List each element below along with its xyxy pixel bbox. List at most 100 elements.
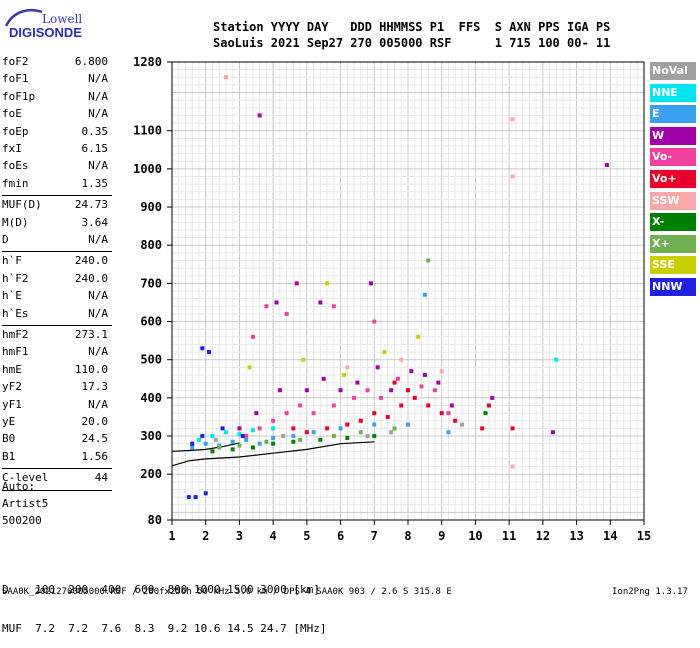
data-point-e [244, 437, 249, 442]
chart-points [186, 75, 609, 500]
param-value: 1.35 [81, 176, 109, 190]
data-point-noval [365, 434, 370, 439]
data-point-e [203, 441, 208, 446]
data-point-w [422, 372, 427, 377]
data-point-ssw [223, 75, 228, 80]
data-point-e [372, 422, 377, 427]
legend-item-x: X- [650, 213, 696, 232]
x-tick-label: 8 [404, 529, 411, 543]
param-label: foF1 [2, 72, 29, 86]
data-point-sse [341, 372, 346, 377]
param-label: yE [2, 415, 16, 428]
x-tick-label: 14 [603, 529, 617, 543]
data-point-ssw [439, 369, 444, 374]
data-point-w [490, 395, 495, 400]
param-row-b0: B0 24.5 [2, 432, 108, 450]
param-row-mufd: MUF(D) 24.73 [2, 198, 108, 216]
param-value: 240.0 [74, 271, 108, 285]
param-row-d: D N/A [2, 233, 108, 251]
data-point-x [298, 437, 303, 442]
data-point-w [304, 388, 309, 393]
data-point-vo [250, 334, 255, 339]
param-label: foE [2, 107, 22, 121]
data-point-w [338, 388, 343, 393]
data-point-vo [480, 426, 485, 431]
param-label: h`Es [2, 306, 29, 320]
param-row-foes: foEs N/A [2, 159, 108, 177]
param-value: N/A [88, 306, 108, 320]
data-point-vo [372, 411, 377, 416]
data-point-vo [244, 434, 249, 439]
param-row-hmf1: hmF1 N/A [2, 345, 108, 363]
x-tick-label: 15 [637, 529, 651, 543]
digisonde-logo: Lowell DIGISONDE [0, 0, 83, 50]
legend-item-nne: NNE [650, 83, 696, 102]
data-point-e [257, 441, 262, 446]
data-point-e [291, 434, 296, 439]
auto-artist: Artist5 [2, 497, 49, 510]
param-row-fof1: foF1 N/A [2, 72, 108, 90]
x-tick-label: 9 [438, 529, 445, 543]
param-row-fxi: fxI 6.15 [2, 142, 108, 160]
auto-code: 500200 [2, 514, 42, 527]
x-tick-label: 4 [270, 529, 277, 543]
param-separator [2, 468, 112, 470]
header-row1: Station YYYY DAY DDD HHMMSS P1 FFS S AXN… [213, 20, 611, 34]
y-tick-label: 200 [140, 467, 162, 481]
param-value: 20.0 [81, 415, 109, 428]
data-point-ssw [510, 117, 515, 122]
data-point-w [389, 388, 394, 393]
param-value: N/A [88, 107, 108, 121]
data-point-x [210, 449, 215, 454]
param-value: N/A [88, 159, 108, 173]
param-label: fmin [2, 176, 29, 190]
param-row-hf2: h`F2 240.0 [2, 272, 108, 290]
data-point-vo [365, 388, 370, 393]
data-point-vo [271, 418, 276, 423]
param-value: N/A [88, 289, 108, 303]
param-value: 273.1 [74, 328, 108, 341]
logo-line1: Lowell [42, 12, 83, 26]
legend-item-x: X+ [650, 234, 696, 253]
data-point-x [318, 437, 323, 442]
muf-table: D 100 200 400 600 800 1000 1500 3000 [km… [2, 557, 327, 648]
data-point-nne [250, 428, 255, 433]
data-point-x [250, 445, 255, 450]
data-point-vo [257, 426, 262, 431]
data-point-nne [554, 357, 559, 362]
param-row-ye: yE 20.0 [2, 415, 108, 433]
data-point-e [422, 292, 427, 297]
x-tick-label: 6 [337, 529, 344, 543]
param-row-foep: foEp 0.35 [2, 125, 108, 143]
param-label: B0 [2, 432, 16, 446]
param-value: N/A [88, 397, 108, 411]
data-point-e [271, 435, 276, 440]
param-label: hmF1 [2, 345, 29, 359]
y-tick-label: 300 [140, 429, 162, 443]
data-point-vo [304, 430, 309, 435]
param-label: D [2, 233, 9, 246]
param-value: 24.5 [81, 432, 109, 446]
x-tick-label: 3 [236, 529, 243, 543]
data-point-vo [358, 418, 363, 423]
auto-label: Auto: [2, 480, 36, 493]
x-tick-label: 5 [303, 529, 310, 543]
data-point-w [237, 426, 242, 431]
data-point-noval [281, 434, 286, 439]
data-point-w [321, 376, 326, 381]
data-point-e [406, 422, 410, 427]
data-point-e [446, 430, 451, 435]
data-point-vo [291, 426, 296, 431]
param-row-b1: B1 1.56 [2, 450, 108, 468]
param-value: 1.56 [81, 449, 109, 463]
chart-trace-lines [171, 441, 375, 467]
data-point-nnw [220, 426, 225, 431]
data-point-x [372, 434, 377, 439]
legend-item-e: E [650, 105, 696, 124]
data-point-ssw [510, 464, 515, 469]
data-point-w [257, 113, 262, 118]
x-tick-label: 1 [168, 529, 175, 543]
data-point-nnw [203, 491, 208, 496]
y-tick-label: 700 [140, 276, 162, 290]
data-point-nne [196, 437, 201, 442]
